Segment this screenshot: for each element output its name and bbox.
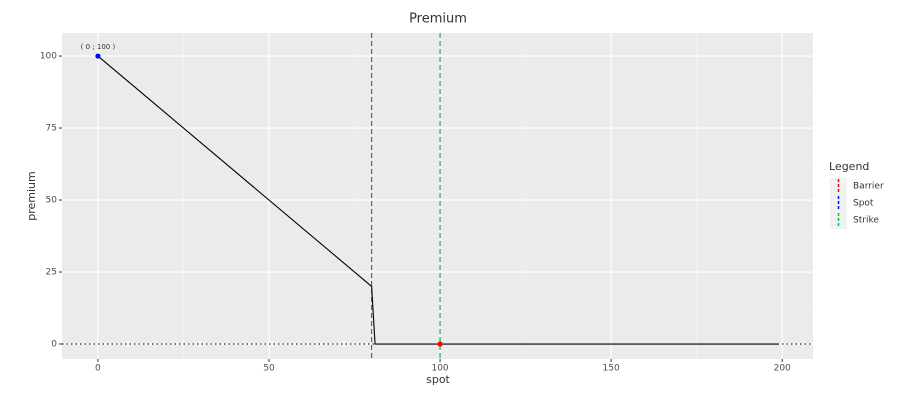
y-tick-label: 25 [46, 268, 57, 278]
legend-title: Legend [829, 160, 869, 173]
y-tick-label: 100 [40, 52, 57, 62]
legend-label: Strike [853, 216, 879, 226]
legend-label: Spot [853, 199, 874, 209]
point-label: ( 0 ; 100 ) [81, 43, 116, 51]
point [95, 53, 101, 59]
x-tick-label: 150 [603, 364, 620, 374]
y-axis-label: premium [25, 171, 38, 221]
legend-label: Barrier [853, 182, 884, 192]
x-tick-label: 50 [263, 364, 275, 374]
x-axis-label: spot [426, 373, 450, 386]
x-tick-label: 200 [774, 364, 791, 374]
point [437, 341, 443, 347]
x-tick-label: 0 [95, 364, 101, 374]
y-tick-label: 50 [46, 196, 58, 206]
panel [62, 33, 813, 359]
x-tick-label: 100 [431, 364, 448, 374]
y-tick-label: 75 [46, 124, 57, 134]
data-line [97, 55, 779, 345]
chart-title: Premium [409, 12, 467, 27]
y-tick-label: 0 [51, 340, 57, 350]
